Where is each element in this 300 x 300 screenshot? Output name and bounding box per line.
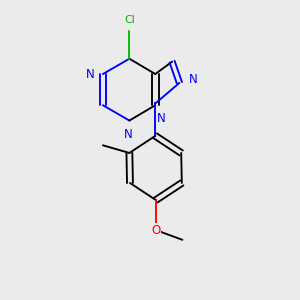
Text: N: N	[124, 128, 132, 141]
Text: N: N	[157, 112, 166, 125]
Text: O: O	[151, 224, 160, 237]
Text: Cl: Cl	[124, 15, 135, 26]
Text: N: N	[86, 68, 94, 80]
Text: N: N	[189, 74, 198, 86]
